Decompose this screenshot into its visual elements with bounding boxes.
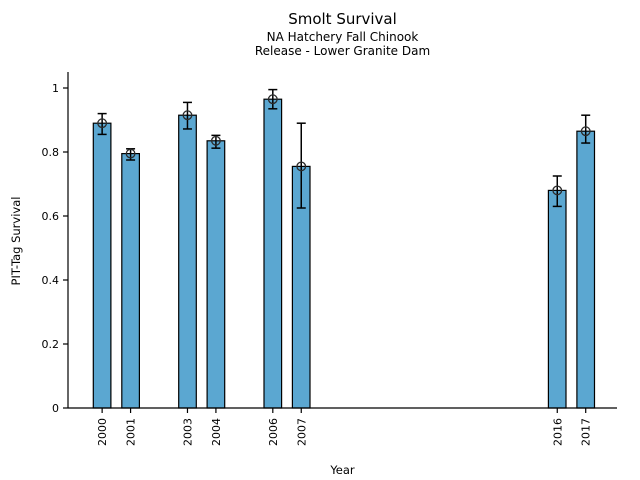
- bar-2003: [178, 114, 197, 409]
- x-tick-label-2007: 2007: [295, 418, 308, 446]
- point-marker-2001: [125, 148, 136, 159]
- x-tick-label-2017: 2017: [580, 418, 593, 446]
- x-tick-label-2016: 2016: [551, 418, 564, 446]
- x-tick-label-2003: 2003: [182, 418, 195, 446]
- bar-2004: [206, 140, 226, 409]
- bar-2001: [121, 153, 141, 409]
- point-marker-2004: [210, 135, 221, 146]
- point-marker-2007: [296, 161, 307, 172]
- point-marker-2000: [97, 118, 108, 129]
- point-marker-2017: [580, 126, 591, 137]
- bar-2006: [263, 98, 283, 409]
- y-tick-label: 0.6: [42, 210, 60, 223]
- x-axis-title: Year: [330, 463, 355, 477]
- chart-subtitle-line2: Release - Lower Granite Dam: [254, 44, 431, 58]
- y-tick-label: 0.2: [42, 338, 60, 351]
- chart-subtitle-line1: NA Hatchery Fall Chinook: [266, 30, 419, 44]
- bar-2016: [547, 189, 567, 409]
- y-tick-label: 1: [52, 82, 59, 95]
- point-marker-2016: [552, 185, 563, 196]
- x-tick-label-2000: 2000: [96, 418, 109, 446]
- y-tick-label: 0.8: [42, 146, 60, 159]
- bar-2017: [576, 130, 596, 409]
- y-axis-title: PIT-Tag Survival: [9, 196, 23, 286]
- x-tick-label-2001: 2001: [125, 418, 138, 446]
- chart-title: Smolt Survival: [288, 10, 397, 28]
- x-tick-label-2004: 2004: [210, 418, 223, 446]
- point-marker-2003: [182, 110, 193, 121]
- x-tick-label-2006: 2006: [267, 418, 280, 446]
- y-tick-label: 0.4: [42, 274, 60, 287]
- bar-2000: [92, 122, 112, 409]
- point-marker-2006: [267, 94, 278, 105]
- y-tick-label: 0: [52, 402, 59, 415]
